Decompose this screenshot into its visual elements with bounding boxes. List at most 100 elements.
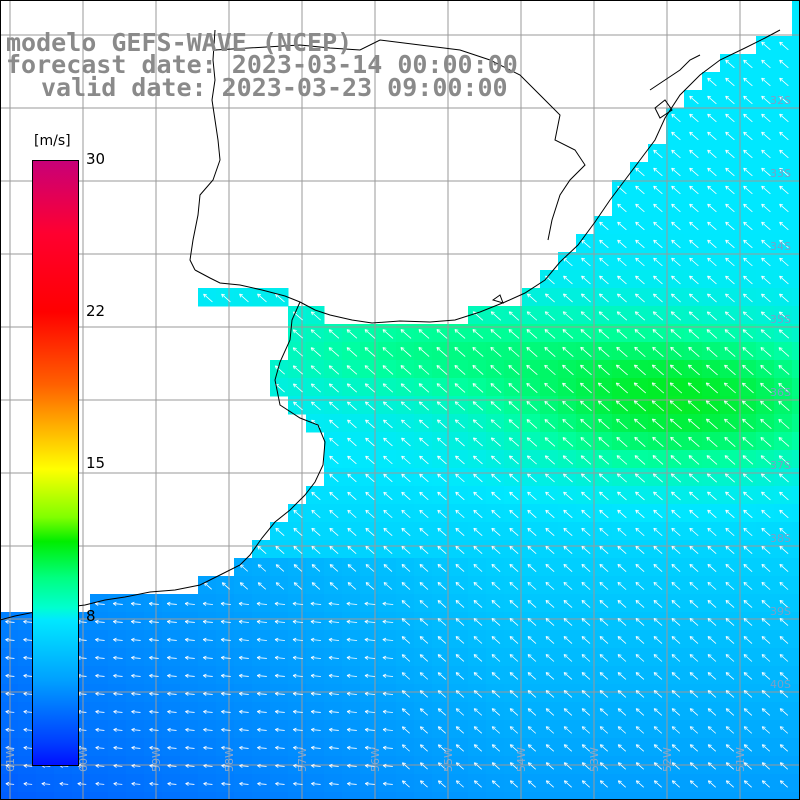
wind-arrow (635, 690, 645, 698)
wind-arrow (383, 473, 393, 483)
field-cell (252, 684, 271, 703)
wind-arrow (617, 257, 627, 267)
wind-arrow (329, 491, 339, 501)
wind-arrow (257, 293, 267, 303)
wind-arrow (400, 347, 412, 357)
wind-arrow (473, 455, 483, 465)
wind-arrow (220, 601, 231, 606)
wind-arrow (707, 257, 717, 267)
wind-arrow (671, 113, 681, 123)
wind-arrow (725, 581, 735, 590)
wind-arrow (617, 527, 627, 537)
wind-arrow (292, 691, 303, 696)
field-cell (792, 90, 800, 109)
wind-arrow (671, 509, 681, 519)
wind-arrow (779, 708, 789, 716)
wind-arrow (563, 762, 573, 770)
wind-arrow (545, 491, 555, 501)
wind-arrow (275, 564, 285, 572)
wind-arrow (131, 745, 141, 750)
field-cell (792, 36, 800, 55)
wind-arrow (5, 673, 15, 678)
wind-arrow (383, 545, 393, 554)
field-cell (378, 720, 397, 739)
wind-arrow (527, 780, 536, 788)
field-cell (252, 774, 271, 793)
wind-arrow (292, 383, 303, 393)
wind-arrow (581, 690, 591, 698)
colorbar (32, 160, 79, 766)
field-cell (306, 666, 325, 685)
wind-arrow (346, 691, 357, 696)
wind-arrow (221, 781, 231, 786)
wind-arrow (347, 509, 357, 519)
lat-label: 40S (770, 678, 791, 691)
wind-arrow (274, 673, 285, 678)
wind-arrow (472, 347, 484, 357)
wind-arrow (707, 672, 717, 680)
field-cell (792, 288, 800, 307)
wind-arrow (779, 473, 789, 483)
wind-arrow (599, 618, 609, 626)
wind-arrow (508, 437, 520, 447)
wind-arrow (329, 763, 339, 768)
wind-arrow (616, 473, 627, 483)
wind-arrow (761, 77, 771, 87)
wind-arrow (257, 781, 267, 786)
wind-arrow (635, 527, 645, 537)
wind-arrow (670, 436, 682, 448)
wind-arrow (509, 545, 519, 554)
field-cell (792, 144, 800, 163)
wind-arrow (437, 582, 447, 590)
wind-arrow (761, 654, 771, 662)
field-cell (270, 594, 289, 613)
wind-arrow (491, 600, 501, 608)
wind-arrow (779, 149, 789, 159)
wind-arrow (328, 673, 339, 678)
wind-arrow (382, 727, 393, 732)
field-cell (792, 198, 800, 217)
field-cell (234, 648, 253, 667)
wind-arrow (401, 636, 411, 644)
field-cell (216, 666, 235, 685)
wind-arrow (653, 672, 663, 680)
wind-arrow (419, 491, 429, 501)
wind-arrow (310, 365, 322, 375)
wind-arrow (563, 744, 573, 752)
wind-arrow (581, 509, 591, 519)
field-cell (792, 252, 800, 271)
wind-arrow (509, 654, 519, 662)
wind-arrow (419, 455, 429, 465)
wind-arrow (329, 745, 339, 750)
wind-arrow (167, 781, 177, 786)
wind-arrow (166, 601, 177, 606)
wind-arrow (779, 41, 789, 51)
wind-arrow (671, 726, 681, 734)
wind-arrow (599, 257, 609, 267)
field-cell (324, 630, 343, 649)
wind-arrow (329, 527, 339, 537)
wind-arrow (617, 293, 627, 303)
wind-arrow (689, 185, 699, 195)
wind-arrow (671, 239, 681, 249)
field-cell (270, 612, 289, 631)
wind-arrow (490, 329, 502, 339)
wind-arrow (779, 203, 789, 213)
wind-arrow (617, 618, 627, 626)
wind-arrow (419, 780, 428, 788)
field-cell (54, 792, 73, 800)
wind-arrow (725, 239, 735, 249)
wind-arrow (455, 509, 465, 519)
wind-arrow (563, 563, 573, 572)
field-cell (342, 612, 361, 631)
wind-arrow (707, 545, 717, 554)
wind-arrow (527, 654, 537, 662)
wind-arrow (652, 473, 663, 483)
field-cell (108, 792, 127, 800)
field-cell (108, 774, 127, 793)
wind-arrow (527, 491, 537, 501)
wind-arrow (743, 77, 753, 87)
wind-arrow (527, 581, 537, 590)
wind-arrow (580, 329, 592, 339)
wind-arrow (5, 637, 15, 642)
